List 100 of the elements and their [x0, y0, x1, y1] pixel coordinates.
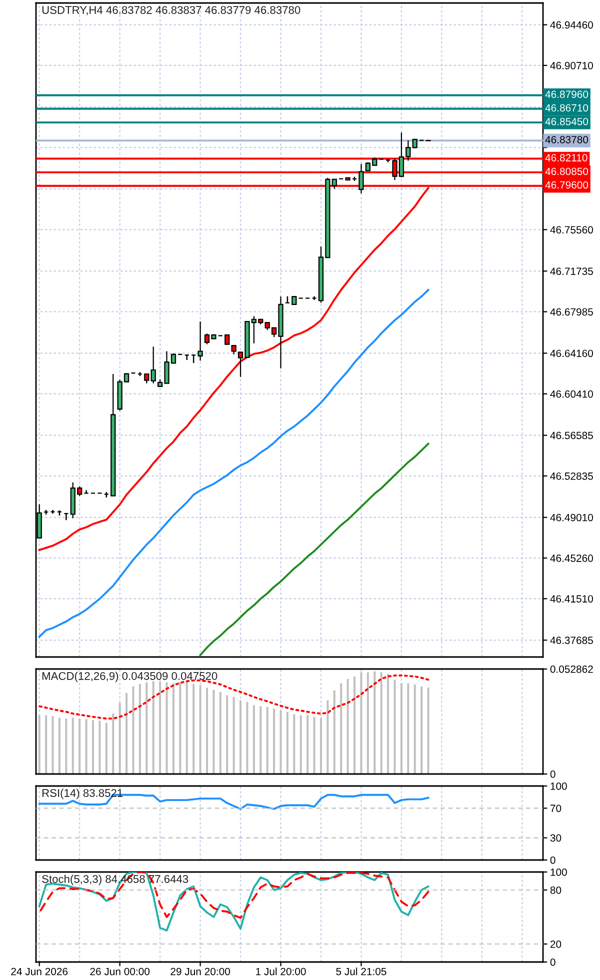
- bar: [112, 714, 114, 774]
- y-tick-label: 46.67985: [550, 308, 593, 316]
- ref-line-label: 46.80850: [545, 168, 588, 176]
- ref-line-label: 46.82110: [545, 154, 588, 162]
- bar: [98, 720, 101, 774]
- bar: [226, 695, 228, 774]
- bar: [380, 672, 382, 774]
- x-tick-label: 26 Jun 00:00: [90, 968, 150, 976]
- bar: [92, 720, 94, 774]
- candlestick: [358, 163, 364, 194]
- y-tick-label: 46.94460: [550, 21, 593, 29]
- bar: [286, 712, 288, 774]
- bar: [252, 705, 255, 774]
- ref-line-label: 46.86710: [545, 104, 588, 112]
- bar: [232, 696, 235, 774]
- bar: [172, 683, 174, 774]
- bar: [212, 690, 215, 774]
- bar: [293, 714, 296, 774]
- y-tick-label: 0.052862: [550, 666, 593, 673]
- ref-line-label: 46.87960: [545, 90, 588, 98]
- candlestick: [224, 334, 230, 345]
- bar: [146, 682, 148, 774]
- bar: [400, 683, 402, 774]
- bar: [374, 671, 376, 774]
- bar: [58, 718, 60, 774]
- y-tick-label: 80: [550, 886, 562, 894]
- chart-title: USDTRY,H4 46.83782 46.83837 46.83779 46.83780: [42, 6, 300, 16]
- bar: [240, 700, 242, 774]
- y-tick-label: 0: [550, 958, 556, 966]
- bar: [346, 678, 349, 774]
- y-tick-label: 0: [550, 856, 556, 864]
- bar: [38, 715, 40, 774]
- bar: [126, 692, 128, 774]
- y-tick-label: 46.45260: [550, 554, 593, 562]
- bar: [420, 686, 423, 774]
- candlestick: [412, 138, 418, 149]
- bar: [333, 690, 336, 774]
- bar: [118, 702, 121, 774]
- x-tick-label: 29 Jun 20:00: [170, 968, 230, 976]
- y-tick-label: 46.60410: [550, 390, 593, 398]
- x-tick-label: 5 Jul 21:05: [336, 968, 386, 976]
- bar: [152, 681, 154, 774]
- x-tick-label: 24 Jun 2026: [11, 968, 68, 976]
- bar: [273, 708, 276, 774]
- ref-line-label: 46.79600: [545, 181, 588, 189]
- bar: [280, 710, 282, 774]
- bar: [387, 674, 390, 774]
- bar: [260, 706, 262, 774]
- bar: [138, 684, 141, 774]
- bar: [354, 676, 356, 774]
- y-tick-label: 100: [550, 868, 567, 876]
- y-tick-label: 46.41510: [550, 595, 593, 603]
- bar: [219, 692, 222, 774]
- candlestick: [150, 346, 156, 384]
- bar: [366, 672, 369, 774]
- y-tick-label: 46.37685: [550, 636, 593, 644]
- bar: [179, 682, 182, 774]
- chart-title: MACD(12,26,9) 0.043509 0.047520: [42, 672, 218, 682]
- bar: [206, 688, 208, 774]
- ref-line-label: 46.83780: [545, 136, 588, 144]
- bar: [199, 685, 202, 774]
- bar: [340, 683, 342, 774]
- candlestick: [292, 296, 297, 305]
- bar: [300, 715, 302, 774]
- bar: [360, 672, 362, 774]
- bar: [414, 684, 416, 774]
- bar: [306, 715, 309, 774]
- bar: [326, 700, 329, 774]
- y-tick-label: 46.71735: [550, 268, 593, 275]
- bar: [320, 718, 322, 774]
- bar: [166, 682, 168, 774]
- bar: [313, 716, 316, 774]
- chart-title: RSI(14) 83.8521: [42, 788, 123, 800]
- x-tick-label: 1 Jul 20:00: [256, 968, 306, 976]
- bar: [72, 718, 74, 774]
- ref-line-label: 46.85450: [545, 118, 588, 126]
- bar: [246, 702, 248, 774]
- bar: [394, 680, 396, 774]
- y-tick-label: 46.49010: [550, 514, 593, 522]
- bar: [45, 715, 48, 774]
- y-tick-label: 100: [550, 782, 567, 790]
- y-tick-label: 46.64160: [550, 350, 593, 358]
- bar: [192, 684, 195, 774]
- y-tick-label: 46.90710: [550, 62, 593, 70]
- candlestick: [110, 373, 116, 496]
- y-tick-label: 46.52835: [550, 472, 593, 480]
- y-tick-label: 20: [550, 940, 562, 948]
- bar: [105, 722, 108, 774]
- bar: [52, 716, 54, 774]
- candlestick: [198, 320, 203, 362]
- bar: [407, 683, 410, 774]
- bar: [85, 719, 88, 774]
- y-tick-label: 46.56585: [550, 432, 593, 440]
- bar: [427, 688, 430, 774]
- y-tick-label: 46.75560: [550, 226, 593, 234]
- y-tick-label: 70: [550, 804, 562, 812]
- candlestick: [144, 373, 150, 384]
- bar: [65, 718, 68, 774]
- bar: [132, 686, 134, 774]
- bar: [78, 718, 81, 774]
